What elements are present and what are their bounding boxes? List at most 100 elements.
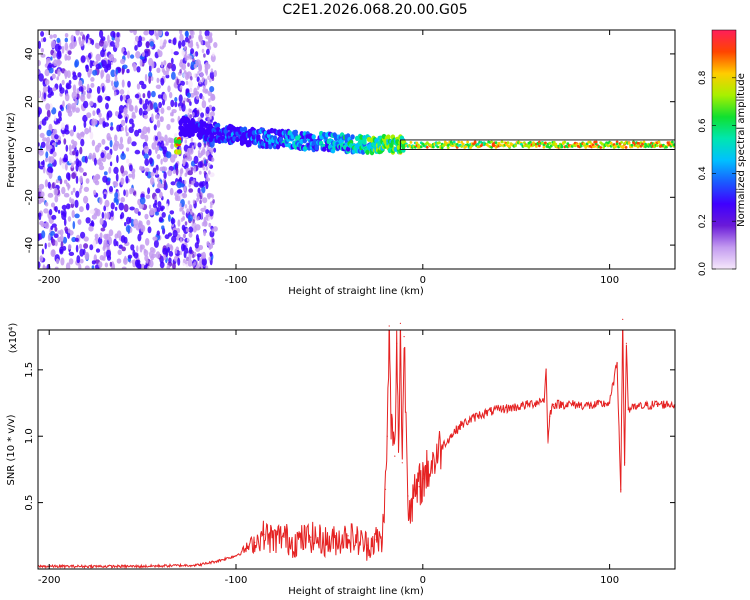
spectrogram-speckle <box>57 50 62 58</box>
spectrogram-speckle <box>67 110 73 117</box>
snr-point <box>384 488 387 490</box>
spectrogram-speckle <box>103 205 107 212</box>
snr-point <box>440 446 443 448</box>
snr-point <box>646 405 648 407</box>
spectrogram-ridge-cell <box>588 140 592 144</box>
spectrogram-speckle <box>176 189 183 194</box>
spectrogram-speckle <box>116 258 122 264</box>
spectrogram-ridge-cell <box>362 139 367 145</box>
spectrogram-speckle <box>205 166 209 171</box>
spectrogram-speckle <box>213 147 217 153</box>
spectrogram-speckle <box>66 103 72 112</box>
spectrogram-speckle <box>144 213 149 220</box>
spectrogram-speckle <box>165 250 169 258</box>
spectrogram-speckle <box>124 222 127 227</box>
spectrogram-speckle <box>50 230 55 236</box>
spectrogram-speckle <box>148 30 155 36</box>
spectrogram-speckle <box>186 228 190 233</box>
spectrogram-speckle <box>136 83 141 90</box>
spectrogram-speckle <box>203 170 207 176</box>
spectrogram-speckle <box>187 170 193 176</box>
spectrogram-ridge-cell <box>594 140 598 144</box>
spectrogram-speckle <box>72 84 77 93</box>
spectrogram-speckle <box>193 91 200 96</box>
x-tick-label: 0 <box>420 275 426 286</box>
spectrogram-speckle <box>46 109 51 118</box>
spectrogram-speckle <box>91 139 96 147</box>
spectrogram-speckle <box>76 149 79 157</box>
spectrogram-speckle <box>105 73 111 82</box>
spectrogram-speckle <box>104 262 109 268</box>
spectrogram-speckle <box>91 39 95 46</box>
spectrogram-speckle <box>65 144 69 152</box>
spectrogram-speckle <box>170 181 176 186</box>
spectrogram-speckle <box>126 158 130 164</box>
spectrogram-speckle <box>167 232 173 237</box>
spectrogram-speckle <box>101 85 105 93</box>
spectrogram-speckle <box>99 255 105 261</box>
spectrogram-speckle <box>175 167 179 176</box>
spectrogram-ridge-cell <box>593 145 597 148</box>
spectrogram-speckle <box>202 166 206 171</box>
spectrogram-speckle <box>190 137 194 142</box>
spectrogram-speckle <box>79 187 82 194</box>
snr-points <box>37 318 676 567</box>
spectrogram-speckle <box>94 118 98 125</box>
spectrogram-speckle <box>151 113 154 122</box>
spectrogram-ridge-cell <box>302 138 307 144</box>
spectrogram-ridge-cell <box>473 141 477 145</box>
spectrogram-speckle <box>184 139 188 144</box>
spectrogram-speckle <box>180 167 183 172</box>
spectrogram-speckle <box>93 157 97 166</box>
spectrogram-speckle <box>197 161 203 168</box>
snr-frame <box>37 329 676 570</box>
spectrogram-speckle <box>89 59 93 69</box>
spectrogram-speckle <box>52 34 58 39</box>
spectrogram-ridge-cell <box>560 145 564 149</box>
snr-point <box>551 406 553 408</box>
spectrogram-ridge-cell <box>275 144 281 150</box>
spectrogram-speckle <box>200 112 205 118</box>
spectrogram-speckle <box>75 175 79 184</box>
spectrogram-speckle <box>184 108 189 115</box>
spectrogram-speckle <box>45 103 51 111</box>
spectrogram-speckle <box>174 97 178 102</box>
spectrogram-speckle <box>139 97 143 105</box>
spectrogram-speckle <box>63 138 67 145</box>
spectrogram-speckle <box>195 165 198 171</box>
spectrogram-ridge-cell <box>563 140 567 144</box>
spectrogram-speckle <box>57 118 61 124</box>
spectrogram-speckle <box>74 60 78 68</box>
spectrogram-speckle <box>137 211 141 216</box>
spectrogram-speckle <box>98 40 105 47</box>
spectrogram-speckle <box>91 214 98 220</box>
spectrogram-speckle <box>106 255 112 261</box>
spectrogram-speckle <box>197 150 201 155</box>
spectrogram-speckle <box>60 240 64 249</box>
spectrogram-speckle <box>134 129 140 137</box>
spectrogram-speckle <box>188 35 192 40</box>
spectrogram-speckle <box>91 265 95 269</box>
spectrogram-speckle <box>108 166 112 174</box>
spectrogram-ridge-cell <box>538 144 541 148</box>
spectrogram-ridge-cell <box>514 144 517 148</box>
snr-point <box>272 539 274 541</box>
spectrogram-speckle <box>206 151 209 157</box>
spectrogram-speckle <box>125 125 128 134</box>
spectrogram-ridge-cell <box>529 140 532 144</box>
spectrogram-ridge-cell <box>579 144 583 148</box>
snr-point <box>396 342 398 344</box>
spectrogram-speckle <box>204 66 208 74</box>
spectrogram-speckle <box>163 171 167 180</box>
spectrogram-speckle <box>185 256 189 262</box>
spectrogram-speckle <box>51 223 57 228</box>
spectrogram-speckle <box>213 42 218 48</box>
spectrogram-band-outline <box>399 139 675 151</box>
spectrogram-speckle <box>187 39 191 44</box>
spectrogram-speckle <box>151 142 157 150</box>
spectrogram-speckle <box>203 143 207 148</box>
spectrogram-speckle <box>193 166 196 171</box>
spectrogram-speckle <box>138 203 144 209</box>
spectrogram-speckle <box>155 84 162 90</box>
spectrogram-speckle <box>118 143 124 150</box>
